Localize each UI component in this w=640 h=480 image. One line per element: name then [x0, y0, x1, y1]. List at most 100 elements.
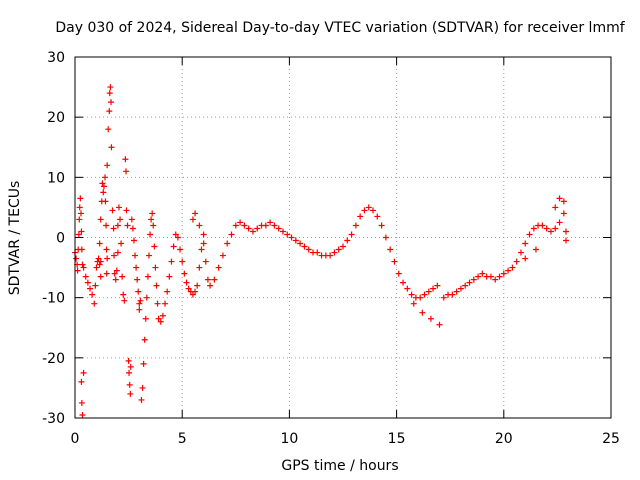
data-point: [141, 336, 148, 343]
data-point: [404, 285, 411, 292]
data-point: [103, 222, 110, 229]
data-point: [74, 267, 81, 274]
data-point: [400, 279, 407, 286]
data-point: [556, 219, 563, 226]
data-point: [104, 162, 111, 169]
y-tick-label: 30: [47, 50, 65, 66]
data-point: [80, 264, 87, 271]
data-point: [99, 180, 106, 187]
data-point: [174, 234, 181, 241]
data-point: [410, 300, 417, 307]
data-point: [159, 312, 166, 319]
data-point: [547, 228, 554, 235]
data-point: [479, 270, 486, 277]
data-point: [192, 288, 199, 295]
data-point: [97, 273, 104, 280]
data-point: [106, 108, 113, 115]
grid: [75, 57, 611, 418]
data-point: [492, 276, 499, 283]
data-point: [150, 222, 157, 229]
data-point: [75, 231, 82, 238]
data-point: [539, 222, 546, 229]
data-point: [522, 240, 529, 247]
data-point: [348, 231, 355, 238]
data-point: [164, 288, 171, 295]
data-point: [382, 234, 389, 241]
data-point: [183, 279, 190, 286]
data-point: [129, 225, 136, 232]
data-point: [73, 255, 80, 262]
x-tick-label: 20: [495, 431, 513, 447]
data-point: [391, 258, 398, 265]
data-point: [340, 243, 346, 250]
data-point: [79, 261, 86, 268]
data-point: [103, 246, 110, 253]
data-point: [78, 246, 85, 253]
data-point: [543, 225, 550, 232]
data-point: [118, 240, 125, 247]
data-point: [110, 225, 117, 232]
chart-title: Day 030 of 2024, Sidereal Day-to-day VTE…: [55, 20, 625, 36]
data-point: [288, 234, 295, 241]
data-point: [121, 297, 128, 304]
data-point: [105, 126, 112, 133]
data-point: [87, 285, 94, 292]
data-point: [108, 144, 115, 151]
data-point: [170, 243, 177, 250]
data-point: [331, 249, 338, 256]
data-point: [127, 363, 134, 370]
x-tick-label: 25: [602, 431, 620, 447]
data-point: [97, 258, 104, 265]
data-point: [78, 378, 85, 385]
data-point: [119, 273, 126, 280]
x-axis-label: GPS time / hours: [281, 458, 398, 474]
x-tick-label: 0: [71, 431, 80, 447]
data-point: [417, 294, 424, 301]
data-point: [102, 174, 109, 181]
data-point: [82, 273, 89, 280]
data-point: [419, 309, 426, 316]
y-tick-label: 10: [47, 170, 65, 186]
data-point: [361, 207, 368, 214]
data-point: [132, 252, 139, 259]
data-point: [271, 222, 278, 229]
data-point: [526, 231, 533, 238]
data-point: [395, 270, 402, 277]
data-point: [122, 156, 129, 163]
y-axis-label: SDTVAR / TECUs: [7, 181, 23, 296]
data-point: [113, 267, 120, 274]
data-point: [78, 210, 85, 217]
data-point: [136, 306, 143, 313]
data-point: [344, 237, 351, 244]
data-point: [228, 231, 235, 238]
data-point: [496, 273, 503, 280]
data-point: [434, 282, 441, 289]
data-point: [556, 195, 563, 202]
data-point: [387, 246, 394, 253]
data-point: [139, 384, 146, 391]
y-tick-label: -10: [42, 291, 65, 307]
data-point: [114, 222, 121, 229]
data-point: [80, 369, 87, 376]
data-point: [145, 252, 152, 259]
data-point: [532, 246, 539, 253]
data-point: [427, 315, 434, 322]
data-point: [144, 273, 151, 280]
data-point: [115, 204, 122, 211]
y-tick-label: 20: [47, 110, 65, 126]
data-point: [194, 282, 201, 289]
data-point: [109, 207, 116, 214]
data-point: [91, 300, 98, 307]
x-tick-label: 15: [388, 431, 406, 447]
data-point: [151, 243, 158, 250]
data-point: [215, 264, 222, 271]
data-point: [155, 315, 162, 322]
data-point: [76, 204, 83, 211]
data-point: [552, 225, 559, 232]
data-point: [100, 189, 107, 196]
data-point: [219, 252, 226, 259]
data-point: [78, 228, 85, 235]
data-point: [279, 228, 286, 235]
data-point: [124, 222, 131, 229]
data-point: [123, 207, 130, 214]
